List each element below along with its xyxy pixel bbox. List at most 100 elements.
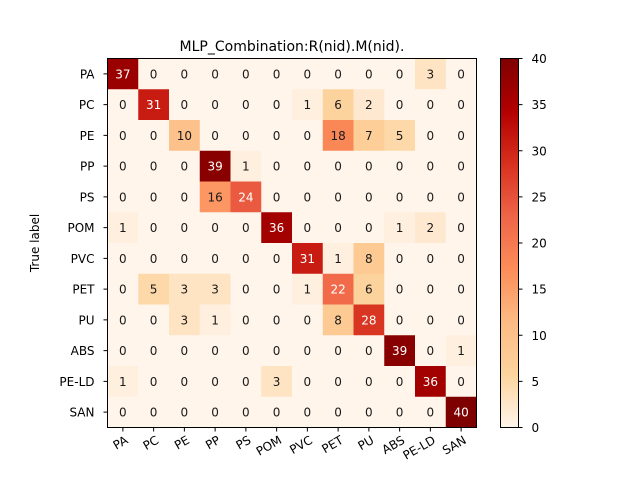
cell-value-label: 0 [457,129,465,143]
heatmap-cell [384,304,416,336]
cell-value-label: 0 [457,283,465,297]
cell-value-label: 0 [150,406,158,420]
heatmap-cell [384,396,416,428]
y-tick-label: PU [78,313,94,327]
colorbar-ticks: 0 5 10 15 20 25 30 35 40 [518,52,547,435]
heatmap-cell [230,181,262,213]
heatmap-cell [169,304,201,336]
cell-value-label: 0 [427,406,435,420]
heatmap-cell [261,366,293,398]
cell-value-label: 0 [211,406,219,420]
heatmap-cell [261,120,293,152]
heatmap-cell [169,243,201,275]
x-tick-label: PE-LD [400,433,437,463]
heatmap-cell [353,58,385,90]
heatmap-cell [415,366,447,398]
cell-value-label: 0 [273,67,281,81]
cell-value-label: 0 [273,190,281,204]
cell-value-label: 0 [242,375,250,389]
heatmap-cell [169,89,201,121]
cell-value-label: 0 [211,221,219,235]
heatmap-cell [445,366,477,398]
cell-value-label: 1 [304,98,312,112]
heatmap-cell [353,366,385,398]
heatmap-cell [415,212,447,244]
cell-value-label: 0 [304,129,312,143]
cell-value-label: 0 [119,313,127,327]
y-axis-ticks: PA PC PE PP PS POM PVC PET PU ABS PE-LD SAN [59,67,108,420]
cell-value-label: 39 [392,344,407,358]
cell-value-label: 6 [365,283,373,297]
heatmap-cell [292,120,324,152]
cell-value-label: 0 [119,190,127,204]
heatmap-cell [353,273,385,305]
heatmap-cell [230,243,262,275]
heatmap-cell [292,150,324,182]
heatmap-cell [322,120,354,152]
x-tick-label: SAN [440,433,469,458]
cell-value-label: 8 [334,313,342,327]
heatmap-cell [199,335,231,367]
cell-value-label: 0 [181,406,189,420]
heatmap-cell [322,243,354,275]
heatmap-cell [353,304,385,336]
cell-value-label: 36 [269,221,284,235]
heatmap-cell [292,58,324,90]
heatmap-cell [353,396,385,428]
y-tick-label: PE-LD [59,375,94,389]
cell-value-label: 0 [119,160,127,174]
cell-value-label: 0 [242,252,250,266]
cell-value-label: 37 [115,67,130,81]
cell-value-labels: 37 0 0 0 0 0 0 0 0 0 3 00 31 0 0 0 0 1 6 2 0 0 00 0 10 0 0 0 0 18 7 5 0 0… [115,67,469,419]
cell-value-label: 0 [457,221,465,235]
y-tick-label: PVC [71,252,95,266]
cell-value-label: 0 [150,190,158,204]
cell-value-label: 0 [396,283,404,297]
heatmap-cell [199,304,231,336]
cell-value-label: 0 [457,375,465,389]
y-tick-label: PP [80,160,94,174]
cell-value-label: 0 [150,160,158,174]
heatmap-cell [169,181,201,213]
heatmap-cell [384,335,416,367]
heatmap-cell [199,243,231,275]
heatmap-cell [169,150,201,182]
cell-value-label: 1 [211,313,219,327]
cell-value-label: 0 [181,160,189,174]
heatmap-cell [138,212,170,244]
heatmap-cell [261,181,293,213]
heatmap-cell [415,89,447,121]
heatmap-cell [107,58,139,90]
cell-value-label: 0 [181,252,189,266]
cell-value-label: 0 [211,98,219,112]
x-tick-label: PE [172,433,192,453]
heatmap-cell [199,89,231,121]
cell-value-label: 1 [242,160,250,174]
cell-value-label: 7 [365,129,373,143]
heatmap-cell [292,212,324,244]
heatmap-cell [415,243,447,275]
heatmap-cell [230,120,262,152]
heatmap-cell [415,120,447,152]
heatmap-cell [169,120,201,152]
heatmap-cell [353,150,385,182]
heatmap-cell [292,273,324,305]
cell-value-label: 0 [181,375,189,389]
x-tick-label: PU [355,433,376,453]
cell-value-label: 0 [457,67,465,81]
heatmap-cell [322,181,354,213]
cell-value-label: 0 [427,98,435,112]
heatmap-cell [445,89,477,121]
heatmap-cell [138,181,170,213]
heatmap-cell [230,58,262,90]
cell-value-label: 0 [150,313,158,327]
cell-value-label: 31 [146,98,161,112]
heatmap-cell [107,304,139,336]
cell-value-label: 0 [304,160,312,174]
heatmap-cell [353,335,385,367]
cell-value-label: 0 [365,221,373,235]
cell-value-label: 0 [242,313,250,327]
heatmap-cell [261,150,293,182]
colorbar-tick-label: 25 [532,190,547,204]
y-tick-label: POM [67,221,94,235]
